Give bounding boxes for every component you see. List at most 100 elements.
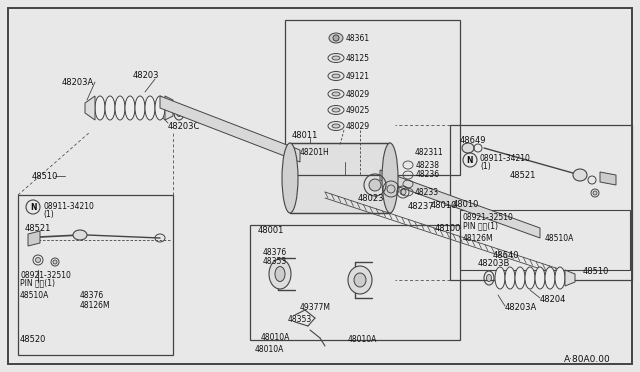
Ellipse shape	[332, 92, 340, 96]
Text: 48353: 48353	[288, 315, 312, 324]
Ellipse shape	[95, 96, 105, 120]
Text: 48510: 48510	[583, 267, 609, 276]
Polygon shape	[565, 270, 575, 286]
Ellipse shape	[135, 96, 145, 120]
Text: N: N	[29, 202, 36, 212]
Ellipse shape	[387, 185, 395, 193]
Text: 49121: 49121	[346, 71, 370, 80]
Ellipse shape	[545, 267, 555, 289]
Ellipse shape	[155, 96, 165, 120]
Ellipse shape	[593, 191, 597, 195]
Text: N: N	[467, 155, 473, 164]
Text: 48203A: 48203A	[62, 77, 94, 87]
Text: 48010A: 48010A	[261, 334, 291, 343]
Ellipse shape	[332, 56, 340, 60]
Text: 48011: 48011	[292, 131, 318, 140]
Polygon shape	[28, 231, 40, 246]
Bar	[450, 125, 632, 280]
Text: 48376: 48376	[80, 291, 104, 299]
Text: 48029: 48029	[346, 90, 370, 99]
Text: 48204: 48204	[540, 295, 566, 305]
Text: A·80A0.00: A·80A0.00	[564, 356, 611, 365]
Ellipse shape	[115, 96, 125, 120]
Text: 48376: 48376	[263, 247, 287, 257]
Ellipse shape	[282, 143, 298, 213]
Text: 48125: 48125	[346, 54, 370, 62]
Text: 08921-32510: 08921-32510	[20, 270, 71, 279]
Bar	[290, 143, 390, 213]
Bar	[250, 225, 460, 340]
Text: 48010: 48010	[453, 199, 479, 208]
Ellipse shape	[505, 267, 515, 289]
Text: 48510A: 48510A	[20, 291, 49, 299]
Ellipse shape	[515, 267, 525, 289]
Text: PIN ピン(1): PIN ピン(1)	[463, 221, 498, 231]
Text: 49025: 49025	[346, 106, 371, 115]
Bar	[285, 20, 460, 175]
Polygon shape	[380, 170, 540, 238]
Ellipse shape	[332, 124, 340, 128]
Ellipse shape	[105, 96, 115, 120]
Bar	[460, 210, 630, 270]
Polygon shape	[600, 172, 616, 185]
Ellipse shape	[354, 273, 366, 287]
Ellipse shape	[486, 275, 492, 282]
Ellipse shape	[73, 230, 87, 240]
Ellipse shape	[329, 33, 343, 43]
Text: 48510: 48510	[32, 171, 58, 180]
Ellipse shape	[573, 169, 587, 181]
Text: 482311: 482311	[415, 148, 444, 157]
Text: 48521: 48521	[25, 224, 51, 232]
Polygon shape	[165, 96, 173, 120]
Ellipse shape	[177, 109, 182, 116]
Ellipse shape	[525, 267, 535, 289]
Text: 48640: 48640	[493, 250, 520, 260]
Text: (1): (1)	[43, 209, 54, 218]
Text: 48201H: 48201H	[300, 148, 330, 157]
Text: 48233: 48233	[415, 187, 439, 196]
Text: 48010A: 48010A	[255, 346, 284, 355]
Circle shape	[333, 35, 339, 41]
Ellipse shape	[462, 143, 474, 153]
Ellipse shape	[125, 96, 135, 120]
Text: 48521: 48521	[510, 170, 536, 180]
Ellipse shape	[382, 143, 398, 213]
Text: 48353: 48353	[263, 257, 287, 266]
Text: 48361: 48361	[346, 33, 370, 42]
Bar	[18, 195, 173, 355]
Text: 08911-34210: 08911-34210	[480, 154, 531, 163]
Text: 48520: 48520	[20, 336, 46, 344]
Polygon shape	[160, 96, 300, 162]
Text: 48001: 48001	[258, 225, 284, 234]
Text: 48100: 48100	[435, 224, 461, 232]
Ellipse shape	[275, 266, 285, 282]
Text: 48510A: 48510A	[545, 234, 574, 243]
Text: 48126M: 48126M	[80, 301, 111, 310]
Text: 08921-32510: 08921-32510	[463, 212, 514, 221]
Ellipse shape	[53, 260, 57, 264]
Text: 48023: 48023	[358, 193, 385, 202]
Ellipse shape	[555, 267, 565, 289]
Text: (1): (1)	[480, 161, 491, 170]
Text: 48203C: 48203C	[168, 122, 200, 131]
Ellipse shape	[535, 267, 545, 289]
Ellipse shape	[332, 74, 340, 78]
Ellipse shape	[348, 266, 372, 294]
Text: 48029: 48029	[346, 122, 370, 131]
Text: 48238: 48238	[416, 160, 440, 170]
Ellipse shape	[145, 96, 155, 120]
Ellipse shape	[269, 259, 291, 289]
Text: 08911-34210: 08911-34210	[43, 202, 94, 211]
Text: 48237: 48237	[408, 202, 435, 211]
Ellipse shape	[332, 108, 340, 112]
Ellipse shape	[400, 189, 406, 195]
Ellipse shape	[35, 257, 40, 263]
Text: 48203: 48203	[133, 71, 159, 80]
Text: 48203B: 48203B	[478, 259, 510, 267]
Text: PIN ピン(1): PIN ピン(1)	[20, 279, 55, 288]
Ellipse shape	[495, 267, 505, 289]
Text: 48649: 48649	[460, 135, 486, 144]
Text: 49377M: 49377M	[300, 302, 331, 311]
Text: 48010: 48010	[431, 201, 458, 209]
Bar	[290, 143, 390, 213]
